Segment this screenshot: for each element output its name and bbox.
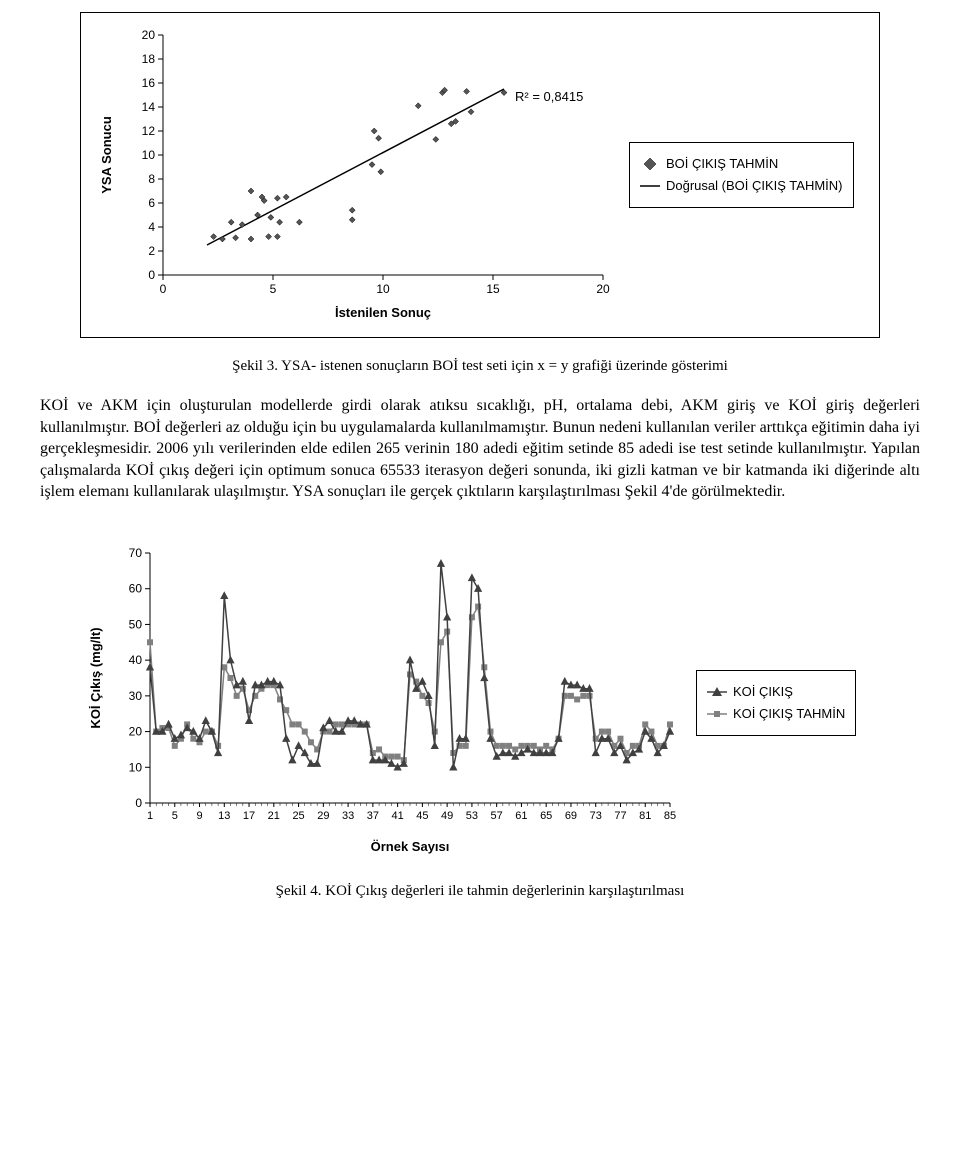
- svg-text:R² = 0,8415: R² = 0,8415: [515, 89, 583, 104]
- svg-text:0: 0: [135, 796, 142, 810]
- svg-text:77: 77: [614, 810, 626, 822]
- svg-text:69: 69: [565, 810, 577, 822]
- svg-text:53: 53: [466, 810, 478, 822]
- scatter-chart: 0 2 4 6 8 10 12 14 16 18 20 0 5 10 15 20 R² = 0,8415 İste…: [93, 25, 613, 325]
- svg-text:16: 16: [142, 76, 156, 90]
- svg-text:18: 18: [142, 52, 156, 66]
- svg-text:6: 6: [148, 196, 155, 210]
- legend-label: Doğrusal (BOİ ÇIKIŞ TAHMİN): [666, 177, 843, 195]
- svg-text:9: 9: [196, 810, 202, 822]
- triangle-icon: [707, 686, 727, 698]
- svg-text:17: 17: [243, 810, 255, 822]
- svg-text:1: 1: [147, 810, 153, 822]
- svg-text:49: 49: [441, 810, 453, 822]
- svg-text:Örnek Sayısı: Örnek Sayısı: [371, 839, 450, 854]
- svg-text:65: 65: [540, 810, 552, 822]
- svg-text:40: 40: [129, 653, 143, 667]
- svg-text:57: 57: [491, 810, 503, 822]
- svg-text:10: 10: [376, 282, 390, 296]
- svg-text:30: 30: [129, 689, 143, 703]
- legend-label: KOİ ÇIKIŞ TAHMİN: [733, 705, 845, 723]
- svg-text:4: 4: [148, 220, 155, 234]
- line-chart: 0 10 20 30 40 50 60 70 1 5 9 13 17 21 25 29 33 37 41 45 49 53…: [80, 543, 680, 863]
- svg-text:33: 33: [342, 810, 354, 822]
- svg-text:13: 13: [218, 810, 230, 822]
- line-icon: [640, 180, 660, 192]
- svg-text:10: 10: [129, 760, 143, 774]
- svg-text:12: 12: [142, 124, 156, 138]
- svg-text:5: 5: [172, 810, 178, 822]
- svg-text:85: 85: [664, 810, 676, 822]
- body-paragraph: KOİ ve AKM için oluşturulan modellerde g…: [40, 395, 920, 503]
- svg-text:2: 2: [148, 244, 155, 258]
- line-chart-legend: KOİ ÇIKIŞ KOİ ÇIKIŞ TAHMİN: [696, 670, 856, 736]
- svg-text:61: 61: [515, 810, 527, 822]
- svg-text:14: 14: [142, 100, 156, 114]
- line-chart-frame: 0 10 20 30 40 50 60 70 1 5 9 13 17 21 25 29 33 37 41 45 49 53…: [80, 543, 880, 863]
- svg-text:45: 45: [416, 810, 428, 822]
- legend-label: KOİ ÇIKIŞ: [733, 683, 793, 701]
- svg-text:37: 37: [367, 810, 379, 822]
- svg-text:İstenilen Sonuç: İstenilen Sonuç: [335, 305, 431, 320]
- svg-text:KOİ Çıkış (mg/lt): KOİ Çıkış (mg/lt): [88, 627, 103, 728]
- svg-text:60: 60: [129, 582, 143, 596]
- svg-text:81: 81: [639, 810, 651, 822]
- svg-text:73: 73: [590, 810, 602, 822]
- figure-4-caption: Şekil 4. KOİ Çıkış değerleri ile tahmin …: [40, 883, 920, 900]
- svg-text:50: 50: [129, 617, 143, 631]
- figure-3-caption: Şekil 3. YSA- istenen sonuçların BOİ tes…: [40, 358, 920, 375]
- svg-text:0: 0: [148, 268, 155, 282]
- svg-text:25: 25: [292, 810, 304, 822]
- svg-text:21: 21: [268, 810, 280, 822]
- svg-text:20: 20: [596, 282, 610, 296]
- svg-text:5: 5: [270, 282, 277, 296]
- svg-text:15: 15: [486, 282, 500, 296]
- svg-text:YSA Sonucu: YSA Sonucu: [99, 116, 114, 194]
- square-icon: [707, 708, 727, 720]
- diamond-icon: [640, 158, 660, 170]
- svg-text:70: 70: [129, 546, 143, 560]
- svg-text:29: 29: [317, 810, 329, 822]
- svg-text:41: 41: [391, 810, 403, 822]
- legend-label: BOİ ÇIKIŞ TAHMİN: [666, 155, 778, 173]
- scatter-chart-legend: BOİ ÇIKIŞ TAHMİN Doğrusal (BOİ ÇIKIŞ TAH…: [629, 142, 854, 208]
- svg-text:10: 10: [142, 148, 156, 162]
- svg-text:8: 8: [148, 172, 155, 186]
- scatter-chart-frame: 0 2 4 6 8 10 12 14 16 18 20 0 5 10 15 20 R² = 0,8415 İste…: [80, 12, 880, 338]
- svg-text:20: 20: [142, 28, 156, 42]
- svg-text:20: 20: [129, 725, 143, 739]
- svg-text:0: 0: [160, 282, 167, 296]
